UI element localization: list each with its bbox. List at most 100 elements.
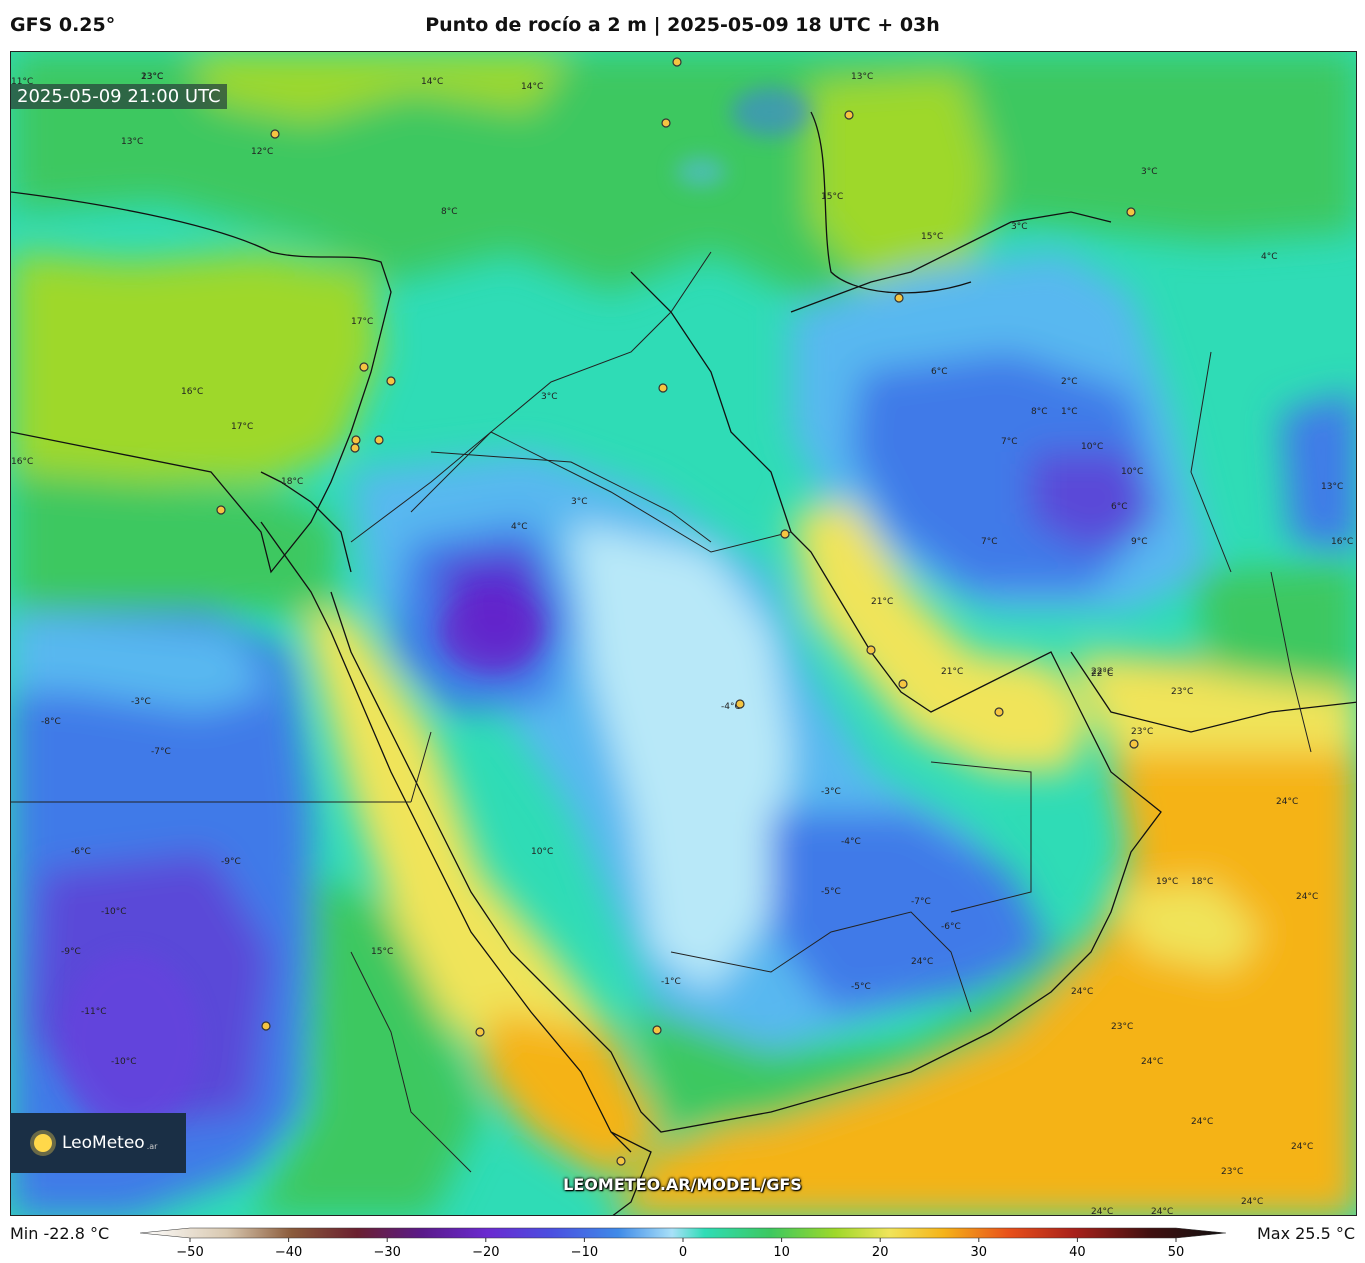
contour-label: 4°C bbox=[1261, 252, 1278, 262]
contour-label: 6°C bbox=[931, 367, 948, 377]
contour-label: 23°C bbox=[1171, 687, 1193, 697]
contour-label: 24°C bbox=[1241, 1197, 1263, 1207]
contour-label: 13°C bbox=[851, 72, 873, 82]
contour-label: 18°C bbox=[1191, 877, 1213, 887]
contour-label: -10°C bbox=[101, 907, 126, 917]
dewpoint-map[interactable]: 13°C 14°C 14°C 13°C 11°C 13°C 12°C 8°C 3°C 3°C 4°C… bbox=[10, 51, 1357, 1216]
colorbar-tick-label: 20 bbox=[872, 1245, 889, 1260]
contour-label: 10°C bbox=[531, 847, 553, 857]
sun-icon bbox=[34, 1134, 52, 1152]
logo-name: LeoMeteo bbox=[62, 1133, 145, 1153]
contour-label: -4°C bbox=[721, 702, 741, 712]
contour-label: 10°C bbox=[1121, 467, 1143, 477]
contour-label: 13°C bbox=[141, 72, 163, 82]
leometeo-logo[interactable]: LeoMeteo .ar bbox=[10, 1113, 186, 1173]
colorbar: −50 −40 −30 −20 −10 0 10 20 30 40 50 bbox=[140, 1227, 1227, 1260]
contour-label: 22°C bbox=[1091, 667, 1113, 677]
colorbar-tick-label: −30 bbox=[373, 1245, 400, 1260]
valid-time-badge: 2025-05-09 21:00 UTC bbox=[11, 84, 227, 109]
contour-label: 16°C bbox=[11, 457, 33, 467]
contour-label: 3°C bbox=[1011, 222, 1028, 232]
contour-label: 11°C bbox=[11, 77, 33, 87]
contour-label: 1°C bbox=[1061, 407, 1078, 417]
contour-label: 24°C bbox=[1141, 1057, 1163, 1067]
model-label: GFS 0.25° bbox=[10, 14, 116, 36]
country-borders bbox=[11, 251, 1312, 1173]
site-watermark: LEOMETEO.AR/MODEL/GFS bbox=[563, 1175, 802, 1194]
contour-label: -9°C bbox=[61, 947, 81, 957]
contour-label: 10°C bbox=[1081, 442, 1103, 452]
colorbar-tick-label: 0 bbox=[679, 1245, 687, 1260]
contour-label: 17°C bbox=[351, 317, 373, 327]
contour-label: -5°C bbox=[851, 982, 871, 992]
contour-label: -5°C bbox=[821, 887, 841, 897]
contour-label: 21°C bbox=[871, 597, 893, 607]
contour-label: 24°C bbox=[1296, 892, 1318, 902]
contour-label: 21°C bbox=[941, 667, 963, 677]
colorbar-tick-label: −50 bbox=[176, 1245, 203, 1260]
contour-label: 12°C bbox=[251, 147, 273, 157]
contour-label: 18°C bbox=[281, 477, 303, 487]
max-value-label: Max 25.5 °C bbox=[1256, 1224, 1355, 1243]
contour-label: 9°C bbox=[1131, 537, 1148, 547]
contour-label: -1°C bbox=[661, 977, 681, 987]
contour-label: -10°C bbox=[111, 1057, 136, 1067]
coastlines bbox=[11, 111, 1356, 1215]
contour-label: 7°C bbox=[1001, 437, 1018, 447]
contour-label: 16°C bbox=[1331, 537, 1353, 547]
contour-label: 24°C bbox=[1276, 797, 1298, 807]
contour-label: -8°C bbox=[41, 717, 61, 727]
contour-label: 3°C bbox=[541, 392, 558, 402]
contour-label: 15°C bbox=[921, 232, 943, 242]
colorbar-tick-label: 30 bbox=[971, 1245, 988, 1260]
colorbar-tick-label: 40 bbox=[1069, 1245, 1086, 1260]
contour-label: 19°C bbox=[1156, 877, 1178, 887]
contour-label: 24°C bbox=[1291, 1142, 1313, 1152]
colorbar-tick-label: 50 bbox=[1168, 1245, 1185, 1260]
contour-label: -7°C bbox=[911, 897, 931, 907]
contour-label: 3°C bbox=[571, 497, 588, 507]
contour-label: 6°C bbox=[1111, 502, 1128, 512]
contour-label: -3°C bbox=[821, 787, 841, 797]
contour-label: 13°C bbox=[1321, 482, 1343, 492]
contour-label: 15°C bbox=[371, 947, 393, 957]
colorbar-tick-label: −20 bbox=[472, 1245, 499, 1260]
contour-label: 24°C bbox=[911, 957, 933, 967]
contour-label: -6°C bbox=[941, 922, 961, 932]
contour-label: 24°C bbox=[1151, 1207, 1173, 1216]
contour-label: -9°C bbox=[221, 857, 241, 867]
contour-label: 17°C bbox=[231, 422, 253, 432]
contour-label: 23°C bbox=[1221, 1167, 1243, 1177]
map-title: Punto de rocío a 2 m | 2025-05-09 18 UTC… bbox=[425, 14, 940, 36]
contour-label: 3°C bbox=[1141, 167, 1158, 177]
contour-label: 23°C bbox=[1111, 1022, 1133, 1032]
contour-label: 14°C bbox=[521, 82, 543, 92]
contour-label: -4°C bbox=[841, 837, 861, 847]
contour-label: 24°C bbox=[1071, 987, 1093, 997]
logo-suffix: .ar bbox=[146, 1141, 158, 1151]
contour-label: 2°C bbox=[1061, 377, 1078, 387]
contour-label: 13°C bbox=[121, 137, 143, 147]
city-markers bbox=[216, 57, 1139, 1166]
contour-label: 22°C bbox=[1091, 669, 1113, 679]
contour-label: 8°C bbox=[1031, 407, 1048, 417]
contour-label: 8°C bbox=[441, 207, 458, 217]
colorbar-tick-label: −40 bbox=[275, 1245, 302, 1260]
contour-label: -7°C bbox=[151, 747, 171, 757]
contour-label: 23°C bbox=[141, 72, 163, 82]
contour-label: -6°C bbox=[71, 847, 91, 857]
contour-label: 15°C bbox=[821, 192, 843, 202]
min-value-label: Min -22.8 °C bbox=[10, 1224, 110, 1243]
contour-label: 24°C bbox=[1191, 1117, 1213, 1127]
contour-label: 16°C bbox=[181, 387, 203, 397]
colorbar-ramp bbox=[140, 1227, 1227, 1239]
contour-label: 14°C bbox=[421, 77, 443, 87]
colorbar-tick-label: 10 bbox=[773, 1245, 790, 1260]
colorbar-ticks: −50 −40 −30 −20 −10 0 10 20 30 40 50 bbox=[176, 1238, 1184, 1260]
contour-label: -3°C bbox=[131, 697, 151, 707]
contour-label: 23°C bbox=[1131, 727, 1153, 737]
contour-labels: 13°C 14°C 14°C 13°C 11°C 13°C 12°C 8°C 3°C 3°C 4°C… bbox=[11, 72, 1353, 1216]
colorbar-tick-label: −10 bbox=[571, 1245, 598, 1260]
contour-label: 7°C bbox=[981, 537, 998, 547]
contour-label: 24°C bbox=[1091, 1207, 1113, 1216]
